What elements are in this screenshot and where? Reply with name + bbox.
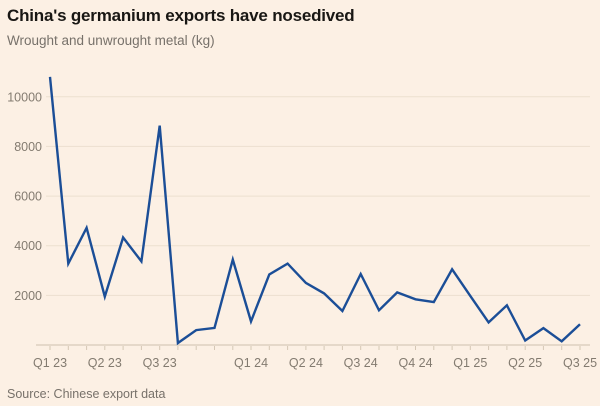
x-axis-label-Q1-24: Q1 24 (234, 356, 268, 370)
x-axis-label-Q3-24: Q3 24 (344, 356, 378, 370)
y-axis-label-4000: 4000 (14, 239, 42, 253)
x-axis-label-Q4-24: Q4 24 (398, 356, 432, 370)
x-axis-label-Q1-25: Q1 25 (453, 356, 487, 370)
x-axis-label-Q2-25: Q2 25 (508, 356, 542, 370)
exports-line (48, 76, 581, 346)
chart-subtitle: Wrought and unwrought metal (kg) (7, 33, 215, 48)
y-axis-label-10000: 10000 (7, 90, 42, 104)
y-axis-label-2000: 2000 (14, 289, 42, 303)
chart-title: China's germanium exports have nosedived (7, 6, 355, 25)
x-axis-label-Q3-23: Q3 23 (143, 356, 177, 370)
x-axis-label-Q2-24: Q2 24 (289, 356, 323, 370)
x-axis-label-Q2-23: Q2 23 (88, 356, 122, 370)
x-axis-label-Q1-23: Q1 23 (33, 356, 67, 370)
x-axis-label-Q3-25: Q3 25 (563, 356, 597, 370)
y-axis-label-6000: 6000 (14, 190, 42, 204)
y-axis-label-8000: 8000 (14, 140, 42, 154)
chart-source: Source: Chinese export data (7, 387, 166, 401)
